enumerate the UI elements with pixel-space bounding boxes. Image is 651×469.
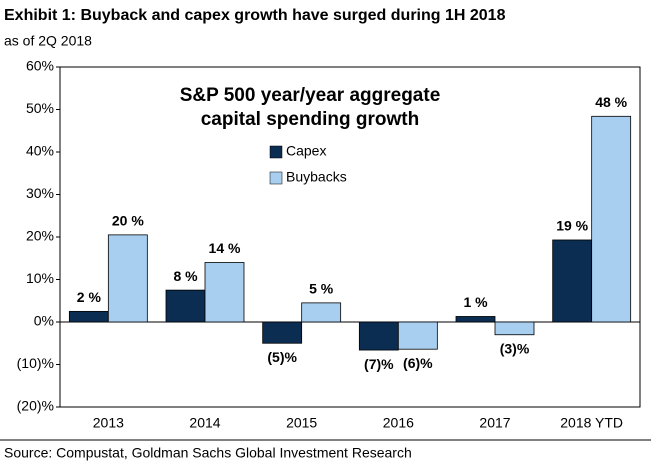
y-tick-label: 10% [26, 270, 54, 286]
source: Source: Compustat, Goldman Sachs Global … [4, 445, 412, 461]
y-tick-label: 60% [26, 58, 54, 74]
value-label: 1 % [463, 294, 488, 310]
x-tick-label: 2014 [189, 415, 220, 431]
legend-swatch [269, 171, 283, 185]
x-tick-label: 2016 [383, 415, 414, 431]
bar [552, 239, 593, 323]
bar [165, 289, 206, 323]
inner-title: capital spending growth [201, 109, 420, 130]
bar [262, 321, 303, 344]
legend-label: Capex [286, 143, 326, 159]
value-label: 20 % [112, 213, 144, 229]
y-tick-label: 40% [26, 143, 54, 159]
bar [107, 234, 148, 323]
legend-label: Buybacks [286, 169, 347, 185]
x-tick-label: 2015 [286, 415, 317, 431]
y-tick-label: 50% [26, 100, 54, 116]
x-tick-label: 2013 [93, 415, 124, 431]
value-label: 8 % [173, 268, 198, 284]
value-label: (3)% [500, 340, 530, 356]
y-tick-label: 30% [26, 185, 54, 201]
bar [68, 310, 109, 323]
legend-swatch [269, 145, 283, 159]
x-tick-label: 2018 YTD [560, 415, 623, 431]
y-tick-label: (10)% [17, 355, 54, 371]
y-tick-label: 20% [26, 228, 54, 244]
bar [455, 316, 496, 323]
subtitle: as of 2Q 2018 [4, 33, 92, 49]
y-tick-label: 0% [34, 313, 54, 329]
value-label: (6)% [403, 355, 433, 371]
value-label: 48 % [595, 94, 627, 110]
bar [397, 321, 438, 350]
bar [591, 115, 632, 323]
value-label: 5 % [309, 281, 334, 297]
inner-title: S&P 500 year/year aggregate [180, 85, 441, 106]
value-label: 2 % [77, 289, 102, 305]
x-tick-label: 2017 [479, 415, 510, 431]
bar [204, 262, 245, 323]
value-label: 19 % [556, 218, 588, 234]
value-label: (5)% [267, 349, 297, 365]
chart-title: Exhibit 1: Buyback and capex growth have… [4, 7, 506, 24]
bar [494, 321, 535, 336]
y-tick-label: (20)% [17, 398, 54, 414]
bar [358, 321, 399, 351]
value-label: 14 % [209, 240, 241, 256]
value-label: (7)% [364, 356, 394, 372]
bar [301, 302, 342, 323]
